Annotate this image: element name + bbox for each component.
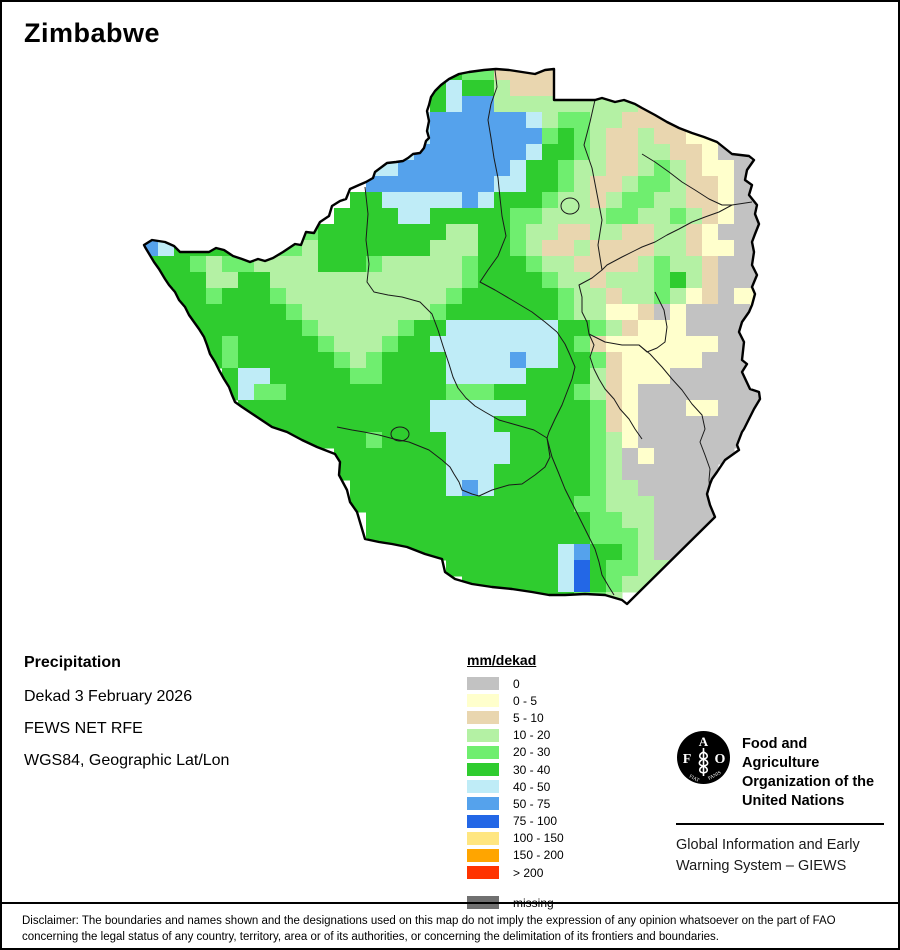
legend-rows: 0 0 - 5 5 - 10 10 - 20 20 - 30 30 - 40 40 - 50… [467, 675, 564, 911]
legend-swatch [467, 814, 499, 828]
country-outline [142, 67, 762, 606]
legend-row: 50 - 75 [467, 795, 564, 812]
legend-row: 0 - 5 [467, 692, 564, 709]
legend-swatch [467, 780, 499, 794]
giews-name: Global Information and Early Warning Sys… [676, 837, 860, 874]
legend-row: 150 - 200 [467, 847, 564, 864]
page-title: Zimbabwe [24, 18, 161, 48]
legend-swatch [467, 728, 499, 742]
legend-label: > 200 [513, 865, 544, 880]
legend-label: 20 - 30 [513, 745, 551, 760]
legend-row: 20 - 30 [467, 744, 564, 761]
disclaimer-text: Disclaimer: The boundaries and names sho… [22, 915, 836, 943]
legend-label: 50 - 75 [513, 796, 551, 811]
legend-swatch [467, 694, 499, 708]
legend-swatch [467, 745, 499, 759]
legend-row: 40 - 50 [467, 778, 564, 795]
fao-divider [676, 823, 884, 825]
legend-label: 30 - 40 [513, 762, 551, 777]
precipitation-raster [144, 69, 760, 604]
legend-label: 40 - 50 [513, 779, 551, 794]
legend: mm/dekad 0 0 - 5 5 - 10 10 - 20 20 - 30 30 - … [467, 652, 564, 911]
legend-row: 10 - 20 [467, 727, 564, 744]
svg-text:A: A [699, 734, 709, 749]
legend-label: 0 [513, 676, 520, 691]
legend-label: 100 - 150 [513, 831, 564, 846]
fao-logo-icon: A F O FIAT PANIS [677, 731, 730, 784]
svg-text:F: F [683, 752, 692, 767]
legend-swatch [467, 848, 499, 862]
info-dekad: Dekad 3 February 2026 [24, 688, 193, 705]
info-projection: WGS84, Geographic Lat/Lon [24, 752, 230, 769]
legend-row: 0 [467, 675, 564, 692]
legend-swatch [467, 831, 499, 845]
province-boundaries [336, 69, 753, 596]
fao-block: A F O FIAT PANIS Food and Agriculture Or… [676, 730, 886, 877]
legend-swatch [467, 677, 499, 691]
legend-label: 0 - 5 [513, 693, 538, 708]
disclaimer-box: Disclaimer: The boundaries and names sho… [2, 902, 898, 948]
legend-row: 5 - 10 [467, 709, 564, 726]
city-boundaries [390, 197, 580, 442]
legend-row: 30 - 40 [467, 761, 564, 778]
svg-text:O: O [715, 752, 726, 767]
info-heading: Precipitation [24, 654, 121, 671]
legend-swatch [467, 866, 499, 880]
map-info: Precipitation Dekad 3 February 2026 FEWS… [24, 654, 229, 784]
legend-row: 75 - 100 [467, 813, 564, 830]
legend-label: 150 - 200 [513, 848, 564, 863]
legend-label: 5 - 10 [513, 710, 544, 725]
legend-label: 10 - 20 [513, 728, 551, 743]
legend-label: 75 - 100 [513, 814, 558, 829]
svg-text:PANIS: PANIS [708, 771, 723, 782]
legend-title: mm/dekad [467, 652, 537, 668]
svg-text:FIAT: FIAT [688, 774, 700, 783]
legend-swatch [467, 763, 499, 777]
bulawayo-boundary [390, 426, 410, 442]
fao-org-name: Food and Agriculture Organization of the… [742, 736, 875, 809]
legend-swatch [467, 711, 499, 725]
harare-boundary [560, 197, 580, 215]
legend-swatch [467, 797, 499, 811]
legend-row: > 200 [467, 864, 564, 881]
info-source: FEWS NET RFE [24, 720, 143, 737]
legend-row: 100 - 150 [467, 830, 564, 847]
